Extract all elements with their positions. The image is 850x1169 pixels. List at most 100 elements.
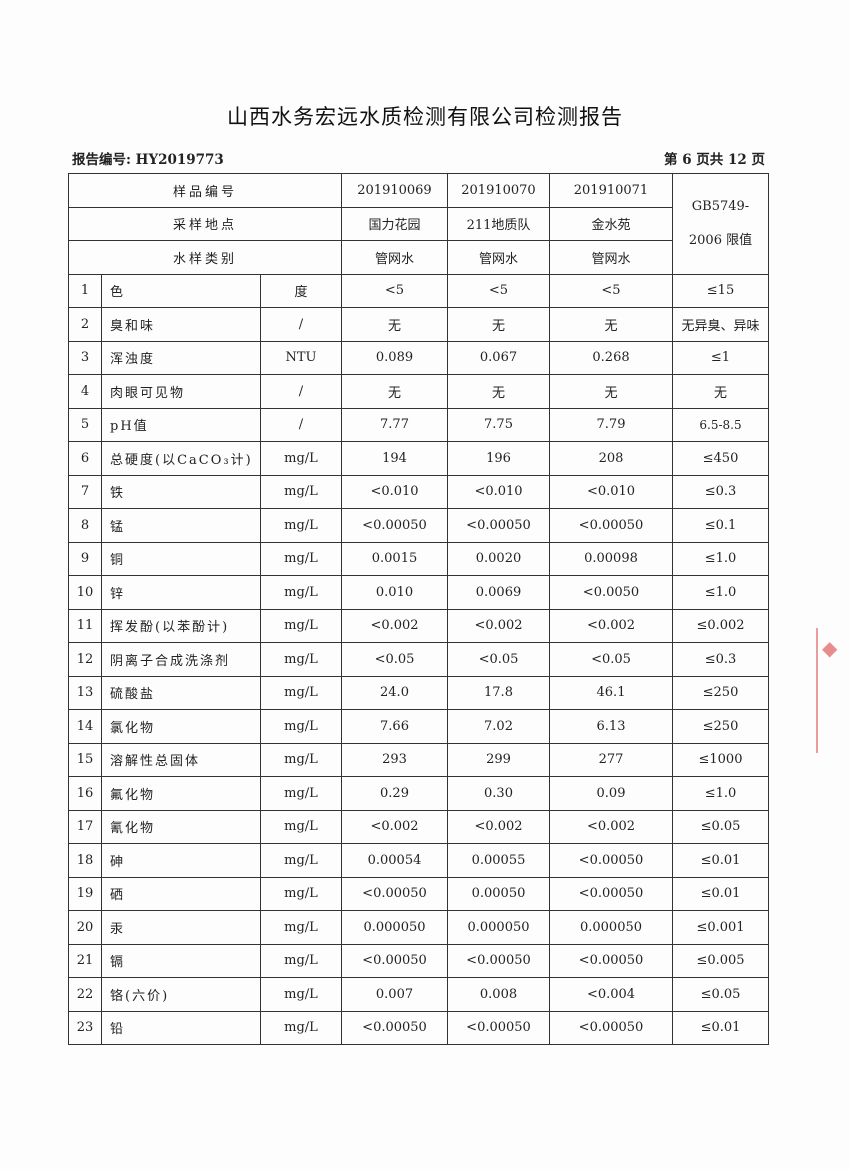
row-number: 20 [68,910,102,945]
item-name: 臭和味 [101,307,261,342]
row-number: 22 [68,977,102,1012]
result-value: <0.00050 [549,843,673,878]
report-title: 山西水务宏远水质检测有限公司检测报告 [227,105,623,129]
unit: mg/L [260,508,342,543]
result-value: 0.268 [549,340,673,375]
unit: mg/L [260,910,342,945]
result-value: 24.0 [341,675,448,710]
result-value: 0.000050 [341,910,448,945]
table-row: 1 色度 <5 <5 <5 ≤15 [68,273,769,308]
row-number: 5 [68,407,102,442]
result-value: 无 [447,307,550,342]
limit-header: GB5749- 2006 限值 [672,173,769,275]
unit: / [260,407,342,442]
limit-value: ≤1.0 [672,575,769,610]
limit-value: ≤0.01 [672,876,769,911]
result-value: 17.8 [447,675,550,710]
item-name: 浑浊度 [101,340,261,375]
limit-value: ≤0.002 [672,608,769,643]
row-number: 3 [68,340,102,375]
sample-id-label: 样品编号 [68,173,342,208]
table-row: 17 氰化物 mg/L <0.002 <0.002 <0.002 ≤0.05 [68,809,769,844]
unit: mg/L [260,1010,342,1045]
unit: mg/L [260,809,342,844]
result-value: <0.002 [447,608,550,643]
item-name: 氰化物 [101,809,261,844]
result-value: 196 [447,441,550,476]
red-seal-stamp-fragment: ◆ [816,628,844,753]
limit-value: ≤0.005 [672,943,769,978]
row-number: 23 [68,1010,102,1045]
sample-id: 201910071 [549,173,673,208]
sample-location: 国力花园 [341,206,448,241]
row-number: 11 [68,608,102,643]
result-value: <0.05 [341,642,448,677]
unit: mg/L [260,977,342,1012]
result-value: <0.00050 [447,1010,550,1045]
result-value: <0.002 [549,809,673,844]
row-number: 14 [68,709,102,744]
limit-value: 无异臭、异味 [672,307,769,342]
result-value: 46.1 [549,675,673,710]
limit-value: 6.5-8.5 [672,407,769,442]
result-value: 无 [549,307,673,342]
result-value: <0.00050 [341,876,448,911]
result-value: <0.00050 [549,876,673,911]
unit: mg/L [260,675,342,710]
header-row-type: 水样类别 管网水 管网水 管网水 [68,240,769,275]
type-label: 水样类别 [68,240,342,275]
sample-type: 管网水 [341,240,448,275]
row-number: 17 [68,809,102,844]
result-value: 7.77 [341,407,448,442]
unit: mg/L [260,876,342,911]
item-name: 汞 [101,910,261,945]
result-value: <0.010 [341,474,448,509]
result-value: 0.089 [341,340,448,375]
unit: mg/L [260,575,342,610]
item-name: 硫酸盐 [101,675,261,710]
limit-value: ≤450 [672,441,769,476]
row-number: 10 [68,575,102,610]
item-name: 锌 [101,575,261,610]
sample-id: 201910069 [341,173,448,208]
result-value: 7.02 [447,709,550,744]
result-value: <5 [549,273,673,308]
result-value: <5 [447,273,550,308]
result-value: <0.05 [549,642,673,677]
unit: mg/L [260,742,342,777]
unit: mg/L [260,541,342,576]
header-row-sample-id: 样品编号 201910069 201910070 201910071 GB574… [68,173,769,275]
limit-header-line2: 2006 限值 [688,232,753,248]
result-value: 208 [549,441,673,476]
result-value: 277 [549,742,673,777]
result-value: 0.0020 [447,541,550,576]
table-row: 4 肉眼可见物 / 无无无无 [68,374,769,409]
table-row: 18 砷 mg/L 0.00054 0.00055 <0.00050 ≤0.01 [68,843,769,878]
table-row: 23 铅 mg/L <0.00050 <0.00050 <0.00050 ≤0.01 [68,1010,769,1045]
item-name: 溶解性总固体 [101,742,261,777]
result-value: <0.010 [447,474,550,509]
result-value: 0.000050 [549,910,673,945]
result-value: <0.00050 [447,943,550,978]
item-name: 色 [101,273,261,308]
table-row: 5 pH值/7.77 7.75 7.79 6.5-8.5 [68,407,769,442]
sample-type: 管网水 [549,240,673,275]
result-value: 0.00050 [447,876,550,911]
row-number: 2 [68,307,102,342]
item-name: 挥发酚(以苯酚计) [101,608,261,643]
result-value: 0.00054 [341,843,448,878]
item-name: 镉 [101,943,261,978]
result-value: <0.010 [549,474,673,509]
row-number: 12 [68,642,102,677]
item-name: 铅 [101,1010,261,1045]
item-name: pH值 [101,407,261,442]
result-value: 7.66 [341,709,448,744]
limit-value: ≤0.05 [672,809,769,844]
limit-value: ≤15 [672,273,769,308]
item-name: 硒 [101,876,261,911]
limit-value: ≤250 [672,709,769,744]
sample-location: 211地质队 [447,206,550,241]
row-number: 7 [68,474,102,509]
row-number: 4 [68,374,102,409]
table-row: 21 镉 mg/L <0.00050 <0.00050 <0.00050 ≤0.005 [68,943,769,978]
